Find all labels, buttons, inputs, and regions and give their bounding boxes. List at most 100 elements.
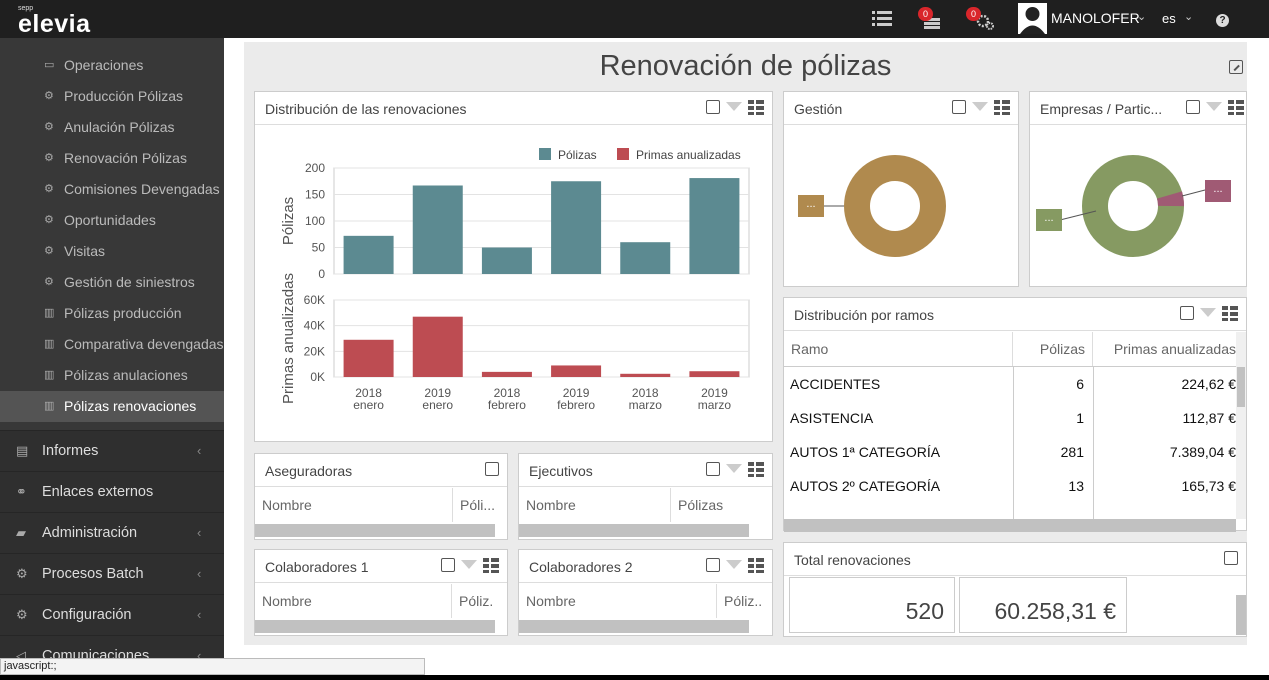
notifications-stack-icon[interactable] [922,12,942,30]
panel-title: Ejecutivos [529,463,593,479]
column-header-primas[interactable]: Primas anualizadas [1113,341,1236,357]
sidebar-item[interactable]: ⚙ Renovación Pólizas [0,143,224,174]
column-header-polizas[interactable]: Póli... [460,497,496,513]
column-header-polizas[interactable]: Pólizas [678,497,724,513]
export-icon[interactable] [952,100,966,114]
filter-icon[interactable] [726,560,742,569]
table-row[interactable]: AUTOS 1ª CATEGORÍA 281 7.389,04 € [784,435,1236,469]
scrollbar-thumb[interactable] [1237,367,1245,407]
panel-title: Empresas / Partic... [1040,101,1163,117]
column-header-polizas[interactable]: Pólizas [1013,332,1093,366]
table-view-icon[interactable] [483,558,499,573]
top-bar: sepp elevia 0 0 MANOLOFER ⌄ es ⌄ ? [0,0,1269,38]
sidebar-item-label: Anulación Pólizas [64,119,175,135]
y-tick-label: 100 [305,214,325,228]
table-view-icon[interactable] [1222,306,1238,321]
bar [412,316,463,377]
sidebar-item[interactable]: ▥ Comparativa devengadas [0,329,224,360]
export-icon[interactable] [1229,60,1243,74]
bar [481,371,532,377]
sidebar-item-label: Comisiones Devengadas [64,181,220,197]
table-view-icon[interactable] [748,462,764,477]
x-tick-label: 2019 [424,386,451,400]
sidebar-item[interactable]: ⚙ Visitas [0,236,224,267]
export-icon[interactable] [1186,100,1200,114]
donut-slice-minor[interactable] [1156,191,1184,207]
avatar[interactable] [1018,3,1047,34]
donut-slice[interactable] [844,155,946,257]
x-tick-label: 2018 [355,386,382,400]
column-header-nombre[interactable]: Nombre [255,488,453,522]
sidebar-item[interactable]: ▥ Pólizas producción [0,298,224,329]
export-icon[interactable] [1224,551,1238,565]
export-icon[interactable] [485,462,499,476]
vertical-scrollbar[interactable] [1236,595,1246,635]
table-view-icon[interactable] [748,558,764,573]
column-header-polizas[interactable]: Póliz.. [724,593,763,609]
chevron-down-icon[interactable]: ⌄ [1184,11,1194,23]
chevron-down-icon[interactable]: ⌄ [1137,11,1147,23]
table-row[interactable]: ACCIDENTES 6 224,62 € [784,367,1236,401]
filter-icon[interactable] [726,464,742,473]
filter-icon[interactable] [1206,102,1222,111]
sidebar-section[interactable]: ◁ Comunicaciones ‹ [0,635,224,660]
export-icon[interactable] [706,462,720,476]
horizontal-scrollbar[interactable] [255,620,495,633]
language-selector[interactable]: es [1162,11,1176,26]
table-view-icon[interactable] [994,100,1010,115]
horizontal-scrollbar[interactable] [255,524,495,537]
total-primas-value: 60.258,31 € [959,577,1127,633]
sidebar-section[interactable]: ▤ Informes ‹ [0,430,224,471]
sidebar-item[interactable]: ⚙ Oportunidades [0,205,224,236]
help-icon[interactable]: ? [1216,14,1229,27]
vertical-scrollbar[interactable] [1236,332,1246,519]
chevron-left-icon: ‹ [197,443,202,458]
gears-icon: ⚙ [44,183,54,195]
sidebar-item[interactable]: ▭ Operaciones [0,50,224,81]
horizontal-scrollbar[interactable] [784,519,1236,532]
horizontal-scrollbar[interactable] [519,620,749,633]
filter-icon[interactable] [726,102,742,111]
sidebar-item[interactable]: ⚙ Gestión de siniestros [0,267,224,298]
sidebar-section[interactable]: ⚙ Configuración ‹ [0,594,224,635]
table-view-icon[interactable] [748,100,764,115]
column-header-polizas[interactable]: Póliz. [459,593,494,609]
sidebar-item[interactable]: ▥ Pólizas renovaciones [0,391,224,422]
bar [343,339,394,377]
bar [343,235,394,274]
sidebar-item[interactable]: ⚙ Comisiones Devengadas [0,174,224,205]
money-icon: ▭ [44,59,55,71]
panel-title: Total renovaciones [794,552,911,568]
export-icon[interactable] [441,558,455,572]
sidebar-section[interactable]: ▰ Administración ‹ [0,512,224,553]
sidebar-item[interactable]: ⚙ Anulación Pólizas [0,112,224,143]
elevia-logo[interactable]: sepp elevia [18,5,91,37]
table-view-icon[interactable] [1228,100,1244,115]
column-header-ramo[interactable]: Ramo [784,332,1013,366]
horizontal-scrollbar[interactable] [519,524,749,537]
table-row[interactable]: ASISTENCIA 1 112,87 € [784,401,1236,435]
bar-chart-icon: ▥ [44,307,55,319]
sidebar-section[interactable]: ⚭ Enlaces externos [0,471,224,512]
column-header-nombre[interactable]: Nombre [255,584,452,618]
sidebar-section-label: Comunicaciones [42,648,150,660]
export-icon[interactable] [706,558,720,572]
filter-icon[interactable] [461,560,477,569]
filter-icon[interactable] [972,102,988,111]
sidebar-item-partial[interactable] [0,38,224,42]
export-icon[interactable] [706,100,720,114]
processes-gears-icon[interactable] [975,12,995,30]
sidebar-section[interactable]: ⚙ Procesos Batch ‹ [0,553,224,594]
tasks-list-icon[interactable] [872,10,892,28]
column-header-nombre[interactable]: Nombre [519,584,717,618]
donut-slice-main[interactable] [1082,155,1184,257]
column-header-nombre[interactable]: Nombre [519,488,671,522]
export-icon[interactable] [1180,306,1194,320]
sidebar-item[interactable]: ⚙ Producción Pólizas [0,81,224,112]
table-row[interactable]: AUTOS 2º CATEGORÍA 13 165,73 € [784,469,1236,503]
y-tick-label: 150 [305,188,325,202]
sidebar-item[interactable]: ▥ Pólizas anulaciones [0,360,224,391]
leader-line [1181,189,1206,197]
user-name[interactable]: MANOLOFER [1051,10,1140,26]
filter-icon[interactable] [1200,308,1216,317]
